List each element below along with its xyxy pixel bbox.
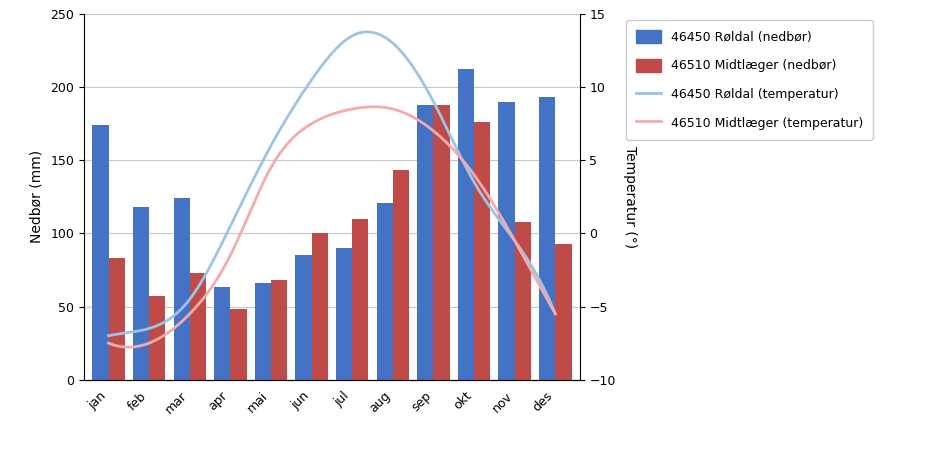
- Bar: [295, 255, 311, 380]
- 46450 Røldal (temperatur): [369, 30, 381, 36]
- 46510 Midtlæger (temperatur): [380, 105, 391, 110]
- Bar: [214, 288, 230, 380]
- 46450 Røldal (temperatur): [378, 34, 389, 39]
- 46510 Midtlæger (temperatur): [372, 104, 383, 110]
- Bar: [417, 105, 434, 380]
- 46450 Røldal (temperatur): [370, 31, 381, 36]
- Bar: [230, 309, 247, 380]
- 46510 Midtlæger (temperatur): [369, 104, 381, 110]
- 46510 Midtlæger (temperatur): [105, 341, 116, 346]
- Bar: [108, 258, 124, 380]
- 46510 Midtlæger (temperatur): [511, 241, 522, 247]
- 46510 Midtlæger (temperatur): [370, 104, 381, 110]
- 46450 Røldal (temperatur): [103, 333, 114, 338]
- Bar: [336, 248, 352, 380]
- Bar: [150, 296, 165, 380]
- Bar: [190, 273, 206, 380]
- 46510 Midtlæger (temperatur): [122, 344, 134, 350]
- Bar: [174, 198, 190, 380]
- 46510 Midtlæger (temperatur): [550, 311, 561, 317]
- Bar: [393, 170, 410, 380]
- Bar: [254, 283, 271, 380]
- 46450 Røldal (temperatur): [481, 200, 492, 205]
- Bar: [458, 69, 474, 380]
- Y-axis label: Temperatur (°): Temperatur (°): [623, 146, 637, 248]
- Bar: [311, 233, 328, 380]
- 46450 Røldal (temperatur): [510, 238, 521, 244]
- Bar: [434, 105, 450, 380]
- Bar: [474, 122, 490, 380]
- Bar: [271, 280, 287, 380]
- Bar: [93, 125, 108, 380]
- 46450 Røldal (temperatur): [550, 311, 561, 317]
- Bar: [352, 219, 368, 380]
- Bar: [377, 203, 393, 380]
- Line: 46450 Røldal (temperatur): 46450 Røldal (temperatur): [108, 32, 555, 336]
- Bar: [539, 97, 555, 380]
- Y-axis label: Nedbør (mm): Nedbør (mm): [30, 150, 44, 244]
- Bar: [133, 207, 150, 380]
- Bar: [555, 244, 571, 380]
- 46510 Midtlæger (temperatur): [482, 193, 494, 198]
- 46510 Midtlæger (temperatur): [103, 340, 114, 346]
- 46450 Røldal (temperatur): [362, 29, 373, 35]
- 46450 Røldal (temperatur): [105, 333, 116, 338]
- Line: 46510 Midtlæger (temperatur): 46510 Midtlæger (temperatur): [108, 107, 555, 347]
- Legend: 46450 Røldal (nedbør), 46510 Midtlæger (nedbør), 46450 Røldal (temperatur), 4651: 46450 Røldal (nedbør), 46510 Midtlæger (…: [626, 20, 873, 140]
- Bar: [514, 222, 531, 380]
- Bar: [498, 102, 514, 380]
